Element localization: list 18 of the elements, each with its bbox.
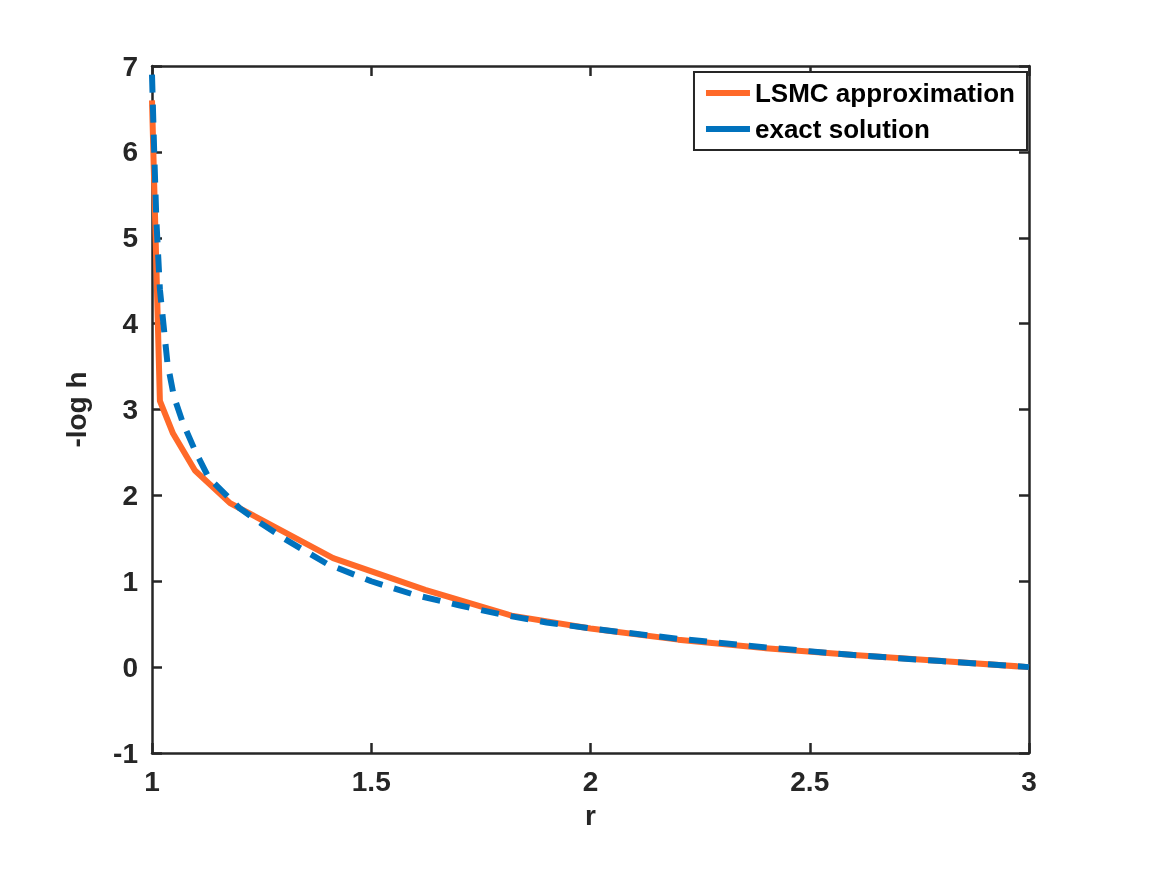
y-tick-label: 1 [122,565,138,597]
y-tick-label: 2 [122,479,138,511]
x-tick-label: 2.5 [790,765,830,797]
x-tick-label: 3 [1021,765,1037,797]
y-tick-label: -1 [113,737,138,769]
y-tick-label: 4 [122,308,139,340]
y-tick-label: 0 [122,651,138,683]
y-axis-title: -log h [60,371,92,448]
y-tick-label: 5 [122,222,138,254]
y-tick-label: 6 [122,136,138,168]
y-tick-label: 7 [122,50,138,82]
x-tick-label: 1 [144,765,160,797]
y-tick-label: 3 [122,394,138,425]
legend-label: LSMC approximation [754,78,1015,108]
x-axis-title: r [585,799,597,831]
legend-label: exact solution [754,114,930,144]
x-tick-label: 1.5 [351,765,391,797]
x-tick-label: 2 [582,765,599,797]
